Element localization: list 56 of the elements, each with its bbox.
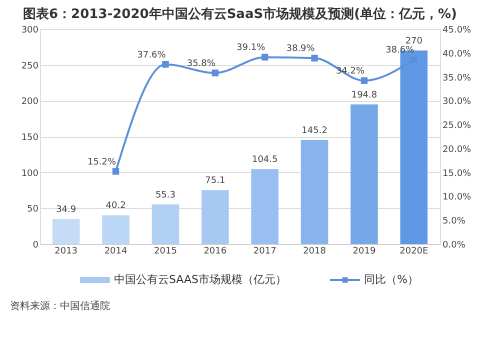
point [261, 54, 268, 61]
x-tick-label: 2015 [154, 246, 177, 256]
legend-label: 中国公有云SAAS市场规模（亿元） [114, 273, 287, 286]
bar [201, 190, 229, 244]
x-tick-label: 2013 [54, 246, 78, 256]
data-label: 40.2 [106, 201, 126, 212]
x-tick-label: 2020E [400, 246, 429, 256]
y2-tick-label: 25.0% [442, 121, 472, 132]
x-tick-label: 2017 [253, 246, 276, 256]
legend-label: 同比（%） [364, 273, 418, 286]
y2-tick-label: 40.0% [442, 49, 472, 60]
data-label: 75.1 [205, 176, 226, 186]
bar [350, 104, 378, 244]
y2-tick-label: 45.0% [442, 26, 472, 36]
y-tick-label: 200 [21, 97, 39, 108]
data-label: 194.8 [351, 90, 378, 100]
point [112, 168, 120, 175]
data-label: 270 [405, 36, 423, 46]
x-tick-label: 2019 [352, 246, 376, 256]
data-label: 104.5 [252, 155, 278, 166]
y-tick-label: 150 [21, 133, 39, 143]
y-tick-label: 100 [21, 168, 39, 179]
bar [251, 169, 279, 244]
bar [52, 218, 80, 244]
y-tick-label: 250 [21, 61, 39, 72]
point [162, 61, 169, 68]
x-tick-label: 2018 [303, 246, 326, 256]
y2-tick-label: 20.0% [442, 144, 472, 155]
y2-tick-label: 30.0% [442, 97, 472, 108]
x-tick-label: 2016 [204, 246, 227, 256]
data-label: 39.1% [236, 43, 266, 54]
text: 资料来源：中国信通院 [10, 300, 110, 312]
y-tick-label: 300 [21, 26, 39, 36]
y-tick-label: 0 [32, 240, 39, 250]
y2-tick-label: 5.0% [442, 216, 466, 227]
y2-tick-label: 10.0% [442, 192, 472, 203]
point [360, 77, 368, 84]
y2-tick-label: 35.0% [442, 73, 472, 84]
y2-tick-label: 15.0% [442, 168, 472, 179]
point [212, 70, 219, 76]
chart-title: 图表6：2013-2020年中国公有云SaaS市场规模及预测(单位：亿元，%) [23, 6, 457, 22]
data-label: 145.2 [302, 126, 328, 136]
bar [102, 215, 130, 244]
data-label: 15.2% [87, 157, 117, 168]
data-label: 55.3 [155, 190, 176, 200]
y2-tick-label: 0.0% [442, 240, 466, 250]
y-tick-label: 50 [27, 204, 39, 215]
data-label: 34.9 [56, 204, 76, 215]
data-label: 37.6% [137, 50, 166, 60]
data-label: 38.9% [286, 44, 316, 54]
point [311, 54, 318, 62]
bar [300, 140, 328, 244]
bar [152, 204, 180, 244]
data-label: 38.6% [386, 46, 415, 56]
x-tick-label: 2014 [104, 246, 128, 256]
data-label: 35.8% [186, 58, 216, 69]
